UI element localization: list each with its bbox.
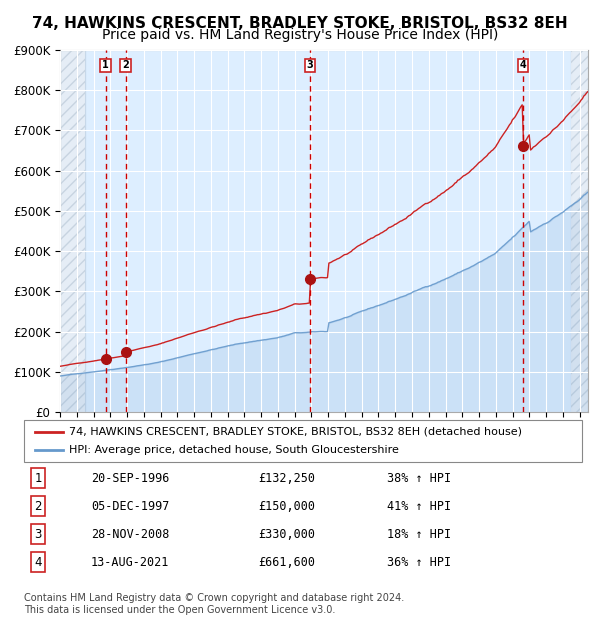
Text: £330,000: £330,000 — [259, 528, 316, 541]
FancyBboxPatch shape — [24, 420, 582, 462]
Bar — [571, 50, 588, 412]
Text: 13-AUG-2021: 13-AUG-2021 — [91, 556, 169, 569]
Text: 05-DEC-1997: 05-DEC-1997 — [91, 500, 169, 513]
Bar — [60, 50, 85, 412]
Text: 36% ↑ HPI: 36% ↑ HPI — [387, 556, 451, 569]
Text: 18% ↑ HPI: 18% ↑ HPI — [387, 528, 451, 541]
Text: 74, HAWKINS CRESCENT, BRADLEY STOKE, BRISTOL, BS32 8EH: 74, HAWKINS CRESCENT, BRADLEY STOKE, BRI… — [32, 16, 568, 30]
Text: 3: 3 — [307, 61, 313, 71]
Text: 4: 4 — [520, 61, 526, 71]
Text: 1: 1 — [102, 61, 109, 71]
Text: £132,250: £132,250 — [259, 472, 316, 485]
Text: 1: 1 — [34, 472, 42, 485]
Text: £661,600: £661,600 — [259, 556, 316, 569]
Text: HPI: Average price, detached house, South Gloucestershire: HPI: Average price, detached house, Sout… — [68, 445, 398, 455]
Text: 2: 2 — [34, 500, 42, 513]
Text: 4: 4 — [34, 556, 42, 569]
Bar — [60, 50, 85, 412]
Text: 41% ↑ HPI: 41% ↑ HPI — [387, 500, 451, 513]
Text: 2: 2 — [122, 61, 129, 71]
Text: 20-SEP-1996: 20-SEP-1996 — [91, 472, 169, 485]
Bar — [571, 50, 588, 412]
Text: Contains HM Land Registry data © Crown copyright and database right 2024.
This d: Contains HM Land Registry data © Crown c… — [24, 593, 404, 615]
Text: £150,000: £150,000 — [259, 500, 316, 513]
Text: 28-NOV-2008: 28-NOV-2008 — [91, 528, 169, 541]
Text: Price paid vs. HM Land Registry's House Price Index (HPI): Price paid vs. HM Land Registry's House … — [102, 28, 498, 42]
Text: 38% ↑ HPI: 38% ↑ HPI — [387, 472, 451, 485]
Text: 3: 3 — [34, 528, 41, 541]
Text: 74, HAWKINS CRESCENT, BRADLEY STOKE, BRISTOL, BS32 8EH (detached house): 74, HAWKINS CRESCENT, BRADLEY STOKE, BRI… — [68, 427, 521, 436]
